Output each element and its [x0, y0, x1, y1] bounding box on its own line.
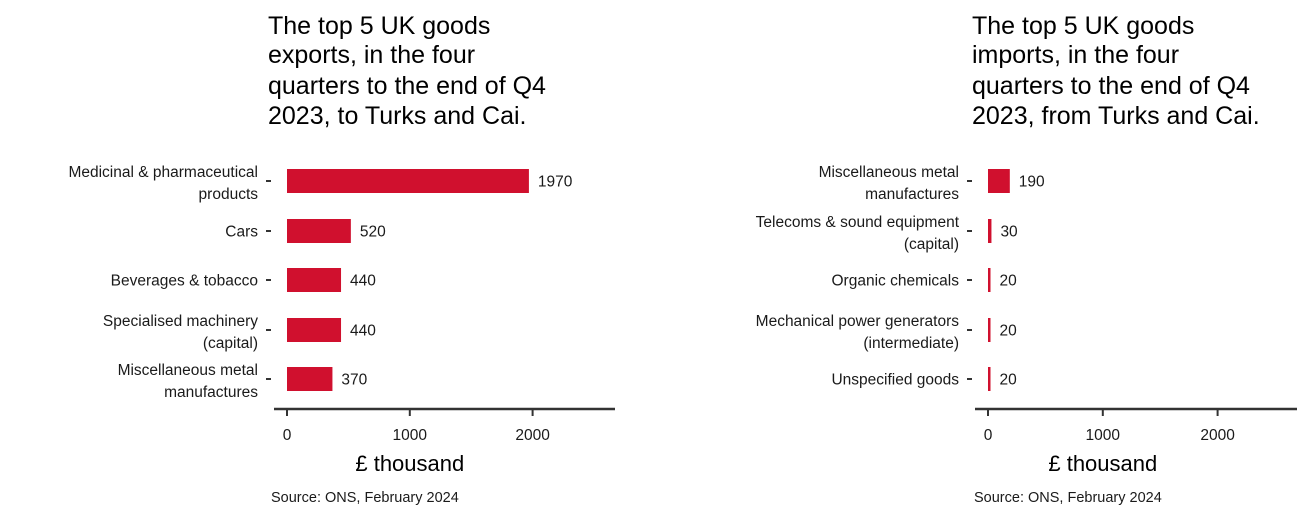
exports-bar	[287, 169, 529, 193]
imports-title-line: 2023, from Turks and Cai.	[972, 102, 1260, 130]
exports-title-line: The top 5 UK goods	[268, 12, 490, 40]
imports-x-tick-label: 0	[984, 427, 993, 444]
exports-category-label: Cars	[225, 224, 258, 241]
exports-title-line: quarters to the end of Q4	[268, 72, 546, 100]
imports-x-tick-label: 1000	[1086, 427, 1121, 444]
imports-bar	[988, 219, 992, 243]
imports-title-line: imports, in the four	[972, 41, 1179, 69]
exports-value-label: 1970	[538, 174, 573, 191]
exports-bar	[287, 219, 351, 243]
imports-value-label: 190	[1019, 174, 1045, 191]
exports-category-label: Miscellaneous metal	[118, 362, 258, 379]
imports-category-label: Telecoms & sound equipment	[756, 214, 960, 231]
exports-value-label: 440	[350, 323, 376, 340]
exports-x-tick-label: 1000	[393, 427, 428, 444]
exports-category-label: Specialised machinery	[103, 313, 258, 330]
exports-value-label: 370	[341, 372, 367, 389]
imports-bar	[988, 367, 991, 391]
exports-x-axis-title: £ thousand	[355, 451, 464, 476]
imports-x-tick-label: 2000	[1200, 427, 1235, 444]
imports-title-line: quarters to the end of Q4	[972, 72, 1250, 100]
exports-x-tick-label: 0	[283, 427, 292, 444]
imports-bar	[988, 268, 991, 292]
imports-value-label: 30	[1000, 224, 1018, 241]
imports-x-axis-title: £ thousand	[1048, 451, 1157, 476]
imports-value-label: 20	[1000, 323, 1018, 340]
imports-category-label: Miscellaneous metal	[819, 164, 959, 181]
imports-category-label: (capital)	[904, 236, 959, 253]
imports-value-label: 20	[1000, 273, 1018, 290]
exports-title-line: 2023, to Turks and Cai.	[268, 102, 526, 130]
exports-category-label: Medicinal & pharmaceutical	[68, 164, 258, 181]
imports-value-label: 20	[1000, 372, 1018, 389]
exports-title-line: exports, in the four	[268, 41, 475, 69]
exports-x-tick-label: 2000	[515, 427, 550, 444]
imports-category-label: Mechanical power generators	[756, 313, 960, 330]
exports-bar	[287, 367, 333, 391]
imports-title-line: The top 5 UK goods	[972, 12, 1194, 40]
exports-source: Source: ONS, February 2024	[271, 490, 459, 506]
exports-bar	[287, 318, 342, 342]
imports-category-label: manufactures	[865, 186, 959, 203]
exports-value-label: 440	[350, 273, 376, 290]
exports-category-label: Beverages & tobacco	[111, 273, 258, 290]
imports-category-label: Unspecified goods	[831, 372, 959, 389]
imports-category-label: Organic chemicals	[832, 273, 960, 290]
exports-category-label: products	[199, 186, 259, 203]
exports-value-label: 520	[360, 224, 386, 241]
exports-category-label: (capital)	[203, 335, 258, 352]
exports-bar	[287, 268, 342, 292]
imports-category-label: (intermediate)	[863, 335, 959, 352]
imports-source: Source: ONS, February 2024	[974, 490, 1162, 506]
imports-bar	[988, 318, 991, 342]
imports-bar	[988, 169, 1010, 193]
exports-category-label: manufactures	[164, 384, 258, 401]
